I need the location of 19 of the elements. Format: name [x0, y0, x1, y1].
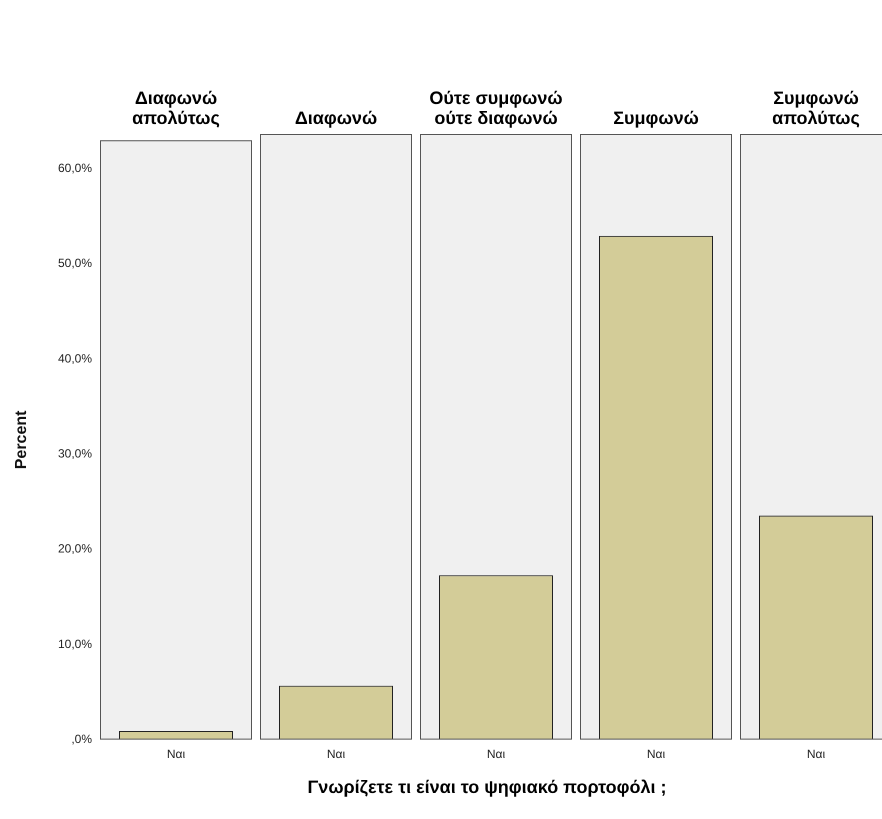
y-tick-label: 20,0%	[58, 542, 92, 556]
y-tick-label: 50,0%	[58, 256, 92, 270]
chart-title: Ούτε συμφωνώ ούτε διαφωνώ	[428, 87, 564, 130]
x-tick-label: Ναι	[806, 747, 826, 762]
chart-title: Διαφωνώ	[294, 107, 378, 130]
chart-title: Συμφωνώ	[612, 107, 700, 130]
y-tick-label: 40,0%	[58, 351, 92, 366]
x-tick-label: Ναι	[326, 747, 346, 762]
x-tick-label: Ναι	[486, 747, 506, 762]
chart-title: Διαφωνώ απολύτως	[131, 87, 221, 130]
x-axis-title: Γνωρίζετε τι είναι το ψηφιακό πορτοφόλι ;	[306, 777, 668, 798]
y-tick-label: 30,0%	[58, 446, 92, 460]
y-axis-title: Percent	[13, 410, 30, 470]
x-tick-label: Ναι	[646, 747, 666, 762]
y-tick-label: 60,0%	[58, 161, 92, 176]
x-tick-label: Ναι	[166, 747, 186, 762]
y-tick-label: ,0%	[71, 732, 92, 746]
chart-title: Συμφωνώ απολύτως	[771, 87, 861, 130]
y-tick-label: 10,0%	[58, 636, 92, 651]
